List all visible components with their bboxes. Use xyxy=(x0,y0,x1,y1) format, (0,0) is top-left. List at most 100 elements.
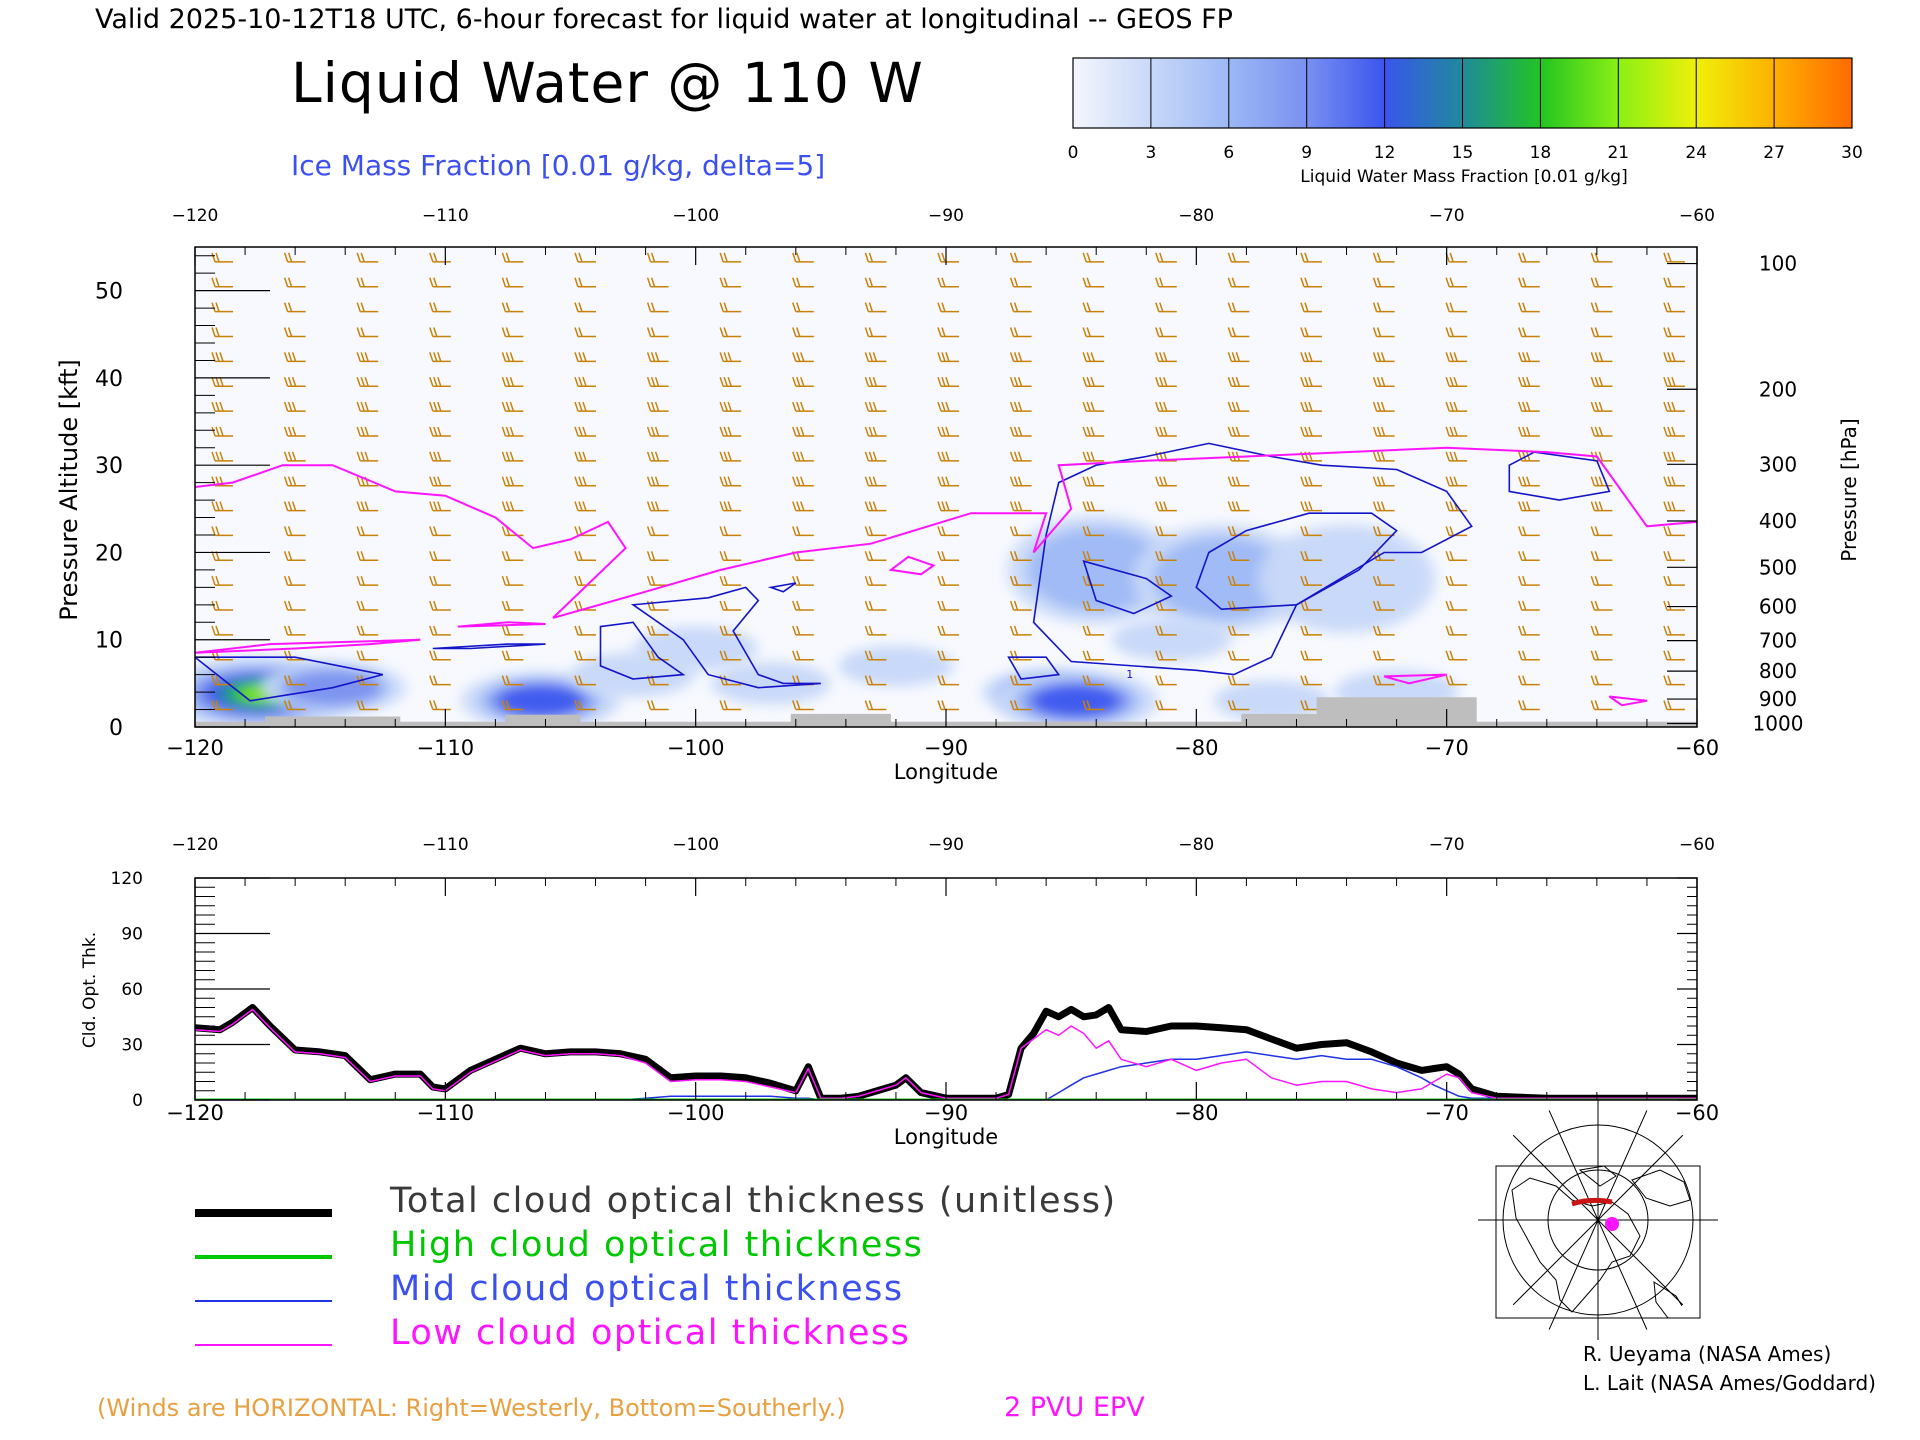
wind-barb xyxy=(501,650,524,661)
wind-barb xyxy=(792,352,814,363)
wind-barb xyxy=(283,426,306,437)
ice-contour-label: 1 xyxy=(1126,668,1133,681)
wind-barb xyxy=(719,700,742,711)
wind-barb xyxy=(719,551,742,562)
wind-barb xyxy=(1663,625,1685,636)
wind-barb xyxy=(1445,302,1468,313)
wind-barb xyxy=(501,401,524,412)
epv-contour xyxy=(888,555,936,576)
wind-barb xyxy=(646,650,669,661)
wind-barb xyxy=(792,501,814,512)
continent-outlines xyxy=(1511,1165,1691,1319)
wind-barb xyxy=(1663,551,1685,562)
wind-barb xyxy=(283,526,306,537)
ice-label: Ice Mass Fraction [0.01 g/kg, delta=5] xyxy=(291,149,825,182)
wind-barb xyxy=(1372,327,1395,338)
wind-barb xyxy=(501,600,524,611)
wind-barb xyxy=(501,551,524,562)
wind-barb xyxy=(574,327,597,338)
wind-barb xyxy=(1300,675,1322,686)
wind-barb xyxy=(1518,476,1540,487)
wind-barb xyxy=(1663,401,1685,412)
wind-barb xyxy=(574,551,597,562)
wind-barb xyxy=(1227,376,1250,387)
wind-barb xyxy=(429,352,451,363)
pressure-tick-label: 900 xyxy=(1759,687,1797,711)
wind-barb xyxy=(1663,327,1685,338)
wind-barb xyxy=(937,277,959,288)
wind-barb xyxy=(1082,551,1105,562)
wind-barb xyxy=(1082,451,1105,462)
colorbar-segment xyxy=(1073,58,1152,128)
credit-line-2: L. Lait (NASA Ames/Goddard) xyxy=(1583,1371,1876,1395)
wind-barb xyxy=(937,252,959,263)
wind-barb xyxy=(501,376,524,387)
top-y-tick-label: 30 xyxy=(95,454,123,479)
wind-barb xyxy=(501,302,524,313)
wind-barb xyxy=(1300,575,1322,586)
wind-barb xyxy=(792,625,814,636)
wind-barb xyxy=(1300,501,1322,512)
wind-barb xyxy=(864,575,887,586)
wind-barb xyxy=(501,352,524,363)
wind-barb xyxy=(283,700,306,711)
wind-barb xyxy=(211,252,234,263)
wind-barb xyxy=(356,551,379,562)
wind-barb xyxy=(356,600,379,611)
wind-barb xyxy=(1445,476,1468,487)
colorbar-tick-label: 12 xyxy=(1374,143,1396,163)
main-title: Liquid Water @ 110 W xyxy=(291,51,924,115)
wind-barb xyxy=(356,401,379,412)
colorbar-frame xyxy=(1072,57,1853,129)
wind-barb xyxy=(1009,302,1032,313)
wind-barb xyxy=(574,277,597,288)
bottom-y-tick-label: 0 xyxy=(132,1091,143,1111)
colorbar-segment xyxy=(1462,58,1541,128)
wind-barb xyxy=(1082,625,1105,636)
colorbar-segment xyxy=(1150,58,1230,128)
top-x-tick-label-upper: −60 xyxy=(1679,206,1715,226)
wind-barb xyxy=(864,551,887,562)
wind-barb xyxy=(937,352,959,363)
wind-barb xyxy=(1590,650,1613,661)
wind-barb xyxy=(1155,700,1177,711)
wind-barb xyxy=(1227,675,1250,686)
wind-barb xyxy=(356,625,379,636)
wind-barb xyxy=(1372,277,1395,288)
wind-barb xyxy=(1518,625,1540,636)
wind-barb xyxy=(1227,625,1250,636)
epv-2pvu-line xyxy=(195,446,1697,619)
ice-contour xyxy=(630,586,821,689)
wind-barb xyxy=(646,551,669,562)
wind-barb xyxy=(1518,551,1540,562)
epv-label: 2 PVU EPV xyxy=(1004,1392,1145,1423)
wind-barb xyxy=(1590,252,1613,263)
wind-barb xyxy=(792,376,814,387)
liquid-water-blob xyxy=(709,661,832,705)
top-x-tick-label: −110 xyxy=(416,736,474,760)
wind-barb xyxy=(1663,352,1685,363)
wind-barb xyxy=(574,700,597,711)
wind-barb xyxy=(937,700,959,711)
ice-contour xyxy=(1082,560,1173,615)
wind-barb xyxy=(864,700,887,711)
epv-contour xyxy=(457,621,546,628)
location-marker xyxy=(1605,1217,1619,1231)
wind-barb xyxy=(646,625,669,636)
legend-label-high: High cloud optical thickness xyxy=(390,1225,923,1265)
wind-barb xyxy=(1155,302,1177,313)
legend-label-low: Low cloud optical thickness xyxy=(390,1313,910,1353)
wind-barb xyxy=(937,451,959,462)
wind-barb xyxy=(1009,277,1032,288)
wind-barb xyxy=(1518,302,1540,313)
wind-barb xyxy=(937,302,959,313)
wind-barb xyxy=(792,526,814,537)
wind-barb xyxy=(1445,277,1468,288)
wind-barb xyxy=(1155,401,1177,412)
wind-barb xyxy=(1300,401,1322,412)
wind-barb xyxy=(864,426,887,437)
wind-barb xyxy=(1518,575,1540,586)
wind-barb xyxy=(719,277,742,288)
wind-barb xyxy=(501,476,524,487)
